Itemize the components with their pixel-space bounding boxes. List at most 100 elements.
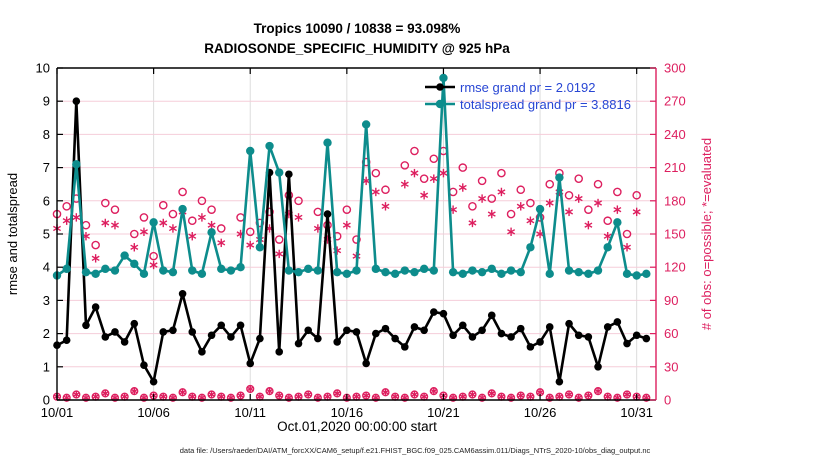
asterisk-marker <box>236 393 245 399</box>
asterisk-marker <box>584 222 593 228</box>
y-left-tick-label: 2 <box>43 326 50 341</box>
asterisk-marker <box>420 192 429 198</box>
asterisk-marker <box>227 395 235 401</box>
asterisk-marker <box>507 229 516 235</box>
asterisk-marker <box>575 395 583 401</box>
rmse-point <box>352 328 361 336</box>
asterisk-marker <box>632 209 641 215</box>
asterisk-marker <box>546 395 554 401</box>
possible-obs-circle <box>564 190 574 200</box>
totalspread-point <box>439 73 448 83</box>
asterisk-marker <box>507 395 515 401</box>
axes: 10/01 10/06 10/11 10/16 10/21 10/26 10/31 0 1 2 3 4… <box>36 61 686 421</box>
asterisk-marker <box>198 395 206 401</box>
totalspread-point <box>642 269 651 279</box>
totalspread-point <box>149 218 158 227</box>
asterisk-marker <box>430 388 438 394</box>
asterisk-marker <box>517 393 525 399</box>
totalspread-point <box>323 138 332 147</box>
asterisk-marker <box>623 244 632 250</box>
rmse-point <box>82 321 90 330</box>
possible-obs-circle <box>313 207 323 217</box>
possible-obs-circle <box>101 198 110 208</box>
totalspread-point <box>497 269 506 279</box>
rmse-point <box>333 338 341 346</box>
rmse-point <box>613 318 622 326</box>
asterisk-marker <box>516 203 525 210</box>
asterisk-marker <box>604 394 612 400</box>
asterisk-marker <box>594 200 603 206</box>
rmse-point <box>207 331 216 340</box>
totalspread-point <box>72 160 81 169</box>
possible-obs-circle <box>632 190 641 200</box>
rmse-point <box>449 331 457 340</box>
asterisk-marker <box>401 395 409 401</box>
possible-obs-circle <box>545 179 555 189</box>
asterisk-marker <box>497 394 506 400</box>
rmse-point <box>91 303 100 311</box>
asterisk-marker <box>275 251 284 257</box>
totalspread-point <box>468 266 477 275</box>
asterisk-marker <box>207 391 216 397</box>
possible-obs-circle <box>110 205 120 214</box>
asterisk-marker <box>275 393 283 399</box>
asterisk-marker <box>110 222 119 228</box>
asterisk-marker <box>159 220 168 226</box>
rmse-point <box>439 309 448 318</box>
asterisk-marker <box>188 394 196 400</box>
totalspread-point <box>632 271 641 280</box>
totalspread-point <box>487 264 496 274</box>
asterisk-marker <box>381 389 390 395</box>
totalspread-point <box>197 269 207 279</box>
y-left-tick-label: 0 <box>43 393 50 408</box>
asterisk-marker <box>246 242 255 248</box>
rmse-point <box>642 334 651 343</box>
asterisk-marker <box>246 386 254 392</box>
asterisk-marker <box>92 394 100 400</box>
rmse-point <box>497 329 506 338</box>
totalspread-point <box>81 267 91 277</box>
y-left-tick-label: 5 <box>43 227 50 242</box>
asterisk-marker <box>294 394 303 400</box>
y-left-tick-label: 4 <box>43 260 50 275</box>
asterisk-marker <box>555 394 564 400</box>
y-left-tick-label: 7 <box>43 160 50 175</box>
asterisk-marker <box>294 214 303 221</box>
legend-rmse-label: rmse grand pr = 2.0192 <box>460 80 596 95</box>
asterisk-marker <box>285 395 293 401</box>
possible-obs-circle <box>468 202 477 211</box>
totalspread-point <box>265 141 274 151</box>
totalspread-point <box>458 269 467 279</box>
y-right-tick-label: 180 <box>664 193 686 208</box>
asterisk-marker <box>82 395 90 401</box>
totalspread-point <box>429 266 438 275</box>
rmse-point <box>275 348 284 356</box>
asterisk-marker <box>478 395 486 401</box>
rmse-point <box>516 324 525 333</box>
totalspread-point <box>613 218 622 227</box>
totalspread-point <box>506 266 516 275</box>
totalspread-point <box>371 264 381 274</box>
asterisk-marker <box>429 175 438 182</box>
rmse-point <box>294 339 303 348</box>
totalspread-point <box>130 259 139 269</box>
possible-obs-circle <box>613 187 622 197</box>
asterisk-marker <box>120 394 129 400</box>
asterisk-marker <box>140 395 148 401</box>
legend-entry-totalspread: totalspread grand pr = 3.8816 <box>425 97 631 112</box>
x-axis-label: Oct.01,2020 00:00:00 start <box>277 419 437 434</box>
asterisk-marker <box>420 394 428 400</box>
asterisk-marker <box>342 222 351 228</box>
totalspread-point <box>593 266 603 275</box>
asterisk-marker <box>63 395 71 401</box>
rmse-point <box>246 359 255 368</box>
data-file-path: data file: /Users/raeder/DAI/ATM_forcXX/… <box>180 446 651 455</box>
possible-obs-circle <box>603 216 612 226</box>
rmse-point <box>381 324 390 333</box>
asterisk-marker <box>565 209 574 215</box>
obs-count-markers <box>52 146 651 402</box>
asterisk-marker <box>372 395 380 401</box>
rmse-point <box>362 359 370 368</box>
rmse-point <box>372 329 380 338</box>
